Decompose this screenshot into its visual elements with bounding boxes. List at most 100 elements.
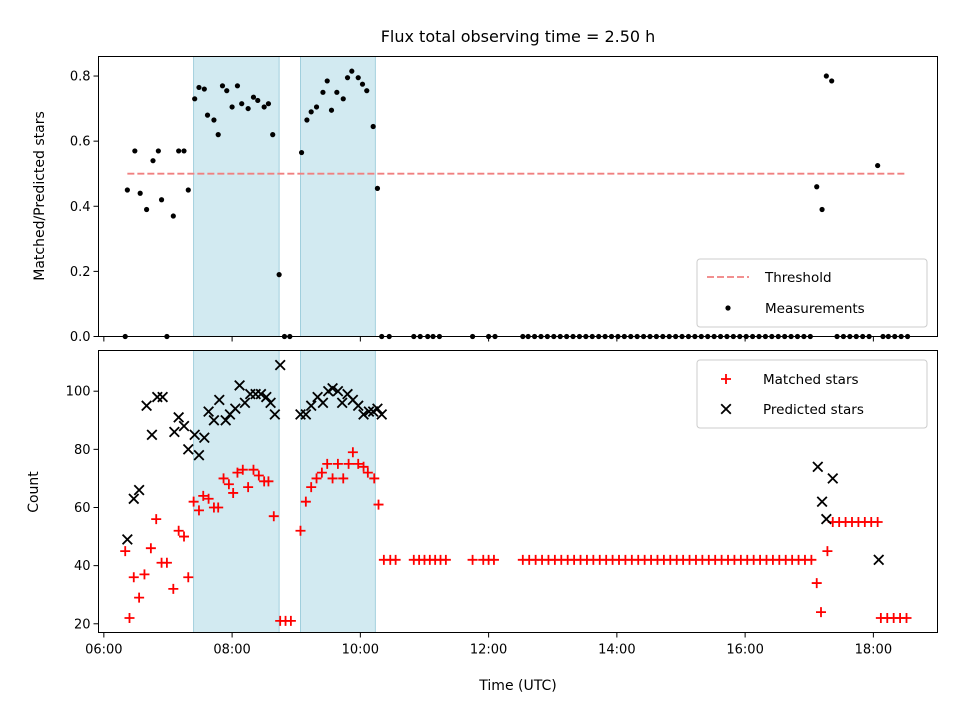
predicted-star-point-4 (141, 400, 153, 412)
matched-star-point-47 (362, 467, 373, 478)
top-shaded-intervals (193, 56, 376, 337)
measurement-point-46 (359, 81, 366, 87)
predicted-star-point-31 (300, 409, 312, 420)
matched-star-point-59 (440, 554, 451, 565)
matched-star-point-7 (151, 514, 162, 525)
measurement-point-49 (374, 185, 381, 191)
bottom-plot-frame (98, 350, 938, 633)
measurement-point-109 (829, 78, 835, 84)
matched-star-point-3 (128, 572, 139, 583)
bottom-panel: 20 40 60 80 100 06:00 08:00 10:00 12:00 14:00 16:… (26, 350, 938, 694)
matched-star-point-40 (327, 473, 338, 484)
measurement-point-42 (340, 96, 346, 102)
bottom-x-tick-label-7: 18:00 (855, 643, 892, 658)
bottom-x-tick-label-3: 10:00 (342, 643, 379, 658)
predicted-star-point-18 (220, 414, 232, 426)
predicted-star-point-2 (128, 493, 140, 505)
predicted-star-point-42 (358, 409, 369, 420)
predicted-star-point-6 (151, 391, 163, 403)
predicted-star-point-38 (336, 397, 348, 409)
predicted-star-point-17 (213, 394, 225, 406)
matched-star-point-37 (311, 473, 322, 484)
matched-star-point-19 (213, 502, 224, 513)
measurement-point-12 (181, 148, 187, 154)
predicted-star-point-5 (146, 429, 158, 441)
measurement-point-5 (143, 206, 150, 213)
top-shaded-interval-1 (193, 56, 280, 337)
matched-star-point-4 (134, 592, 145, 603)
predicted-star-point-11 (182, 443, 194, 455)
measurement-point-107 (819, 206, 825, 213)
matched-star-point-35 (300, 496, 311, 507)
legend-threshold-label: Threshold (764, 270, 832, 286)
measurement-point-17 (204, 112, 211, 118)
measurement-point-14 (192, 96, 198, 102)
bottom-legend: Matched stars Predicted stars (696, 359, 928, 429)
bottom-star-points (120, 359, 912, 626)
predicted-star-point-41 (352, 400, 364, 412)
matched-star-point-49 (373, 499, 384, 510)
matched-star-point-112 (822, 546, 833, 557)
predicted-star-point-22 (239, 397, 251, 409)
matched-star-point-23 (232, 467, 243, 478)
legend-predicted-label: Predicted stars (763, 402, 864, 418)
measurement-point-2 (124, 187, 130, 193)
matched-star-point-13 (183, 572, 194, 583)
predicted-star-point-20 (229, 403, 241, 415)
matched-star-point-21 (223, 479, 234, 490)
predicted-star-point-16 (208, 414, 220, 426)
matched-star-point-6 (145, 543, 156, 554)
measurement-point-39 (324, 78, 330, 84)
predicted-star-point-47 (812, 461, 824, 473)
predicted-star-point-27 (265, 397, 277, 409)
matched-star-point-125 (901, 612, 912, 623)
measurement-point-47 (364, 88, 370, 94)
top-panel: 0.0 0.2 0.4 0.6 0.8 Flux total observing tim… (32, 27, 938, 345)
measurement-point-3 (132, 148, 138, 154)
predicted-star-point-28 (269, 409, 281, 420)
matched-star-point-10 (168, 583, 179, 594)
predicted-star-point-12 (189, 429, 201, 441)
measurement-point-16 (201, 86, 207, 92)
measurement-point-29 (265, 101, 272, 107)
measurement-point-21 (224, 88, 230, 94)
matched-star-point-33 (285, 615, 296, 626)
predicted-star-point-7 (157, 391, 169, 403)
measurement-point-24 (239, 101, 245, 107)
top-y-tick-label-3: 0.4 (70, 200, 91, 215)
measurement-point-44 (349, 68, 355, 74)
matched-star-point-42 (338, 473, 349, 484)
measurement-point-18 (211, 117, 217, 123)
predicted-star-point-43 (363, 406, 375, 417)
measurement-point-20 (219, 83, 226, 89)
bottom-shaded-interval-1 (193, 350, 280, 633)
top-y-tick-label-5: 0.8 (70, 70, 91, 85)
top-y-ticks: 0.0 0.2 0.4 0.6 0.8 (70, 70, 99, 345)
measurement-point-34 (298, 149, 305, 156)
predicted-star-point-37 (332, 385, 344, 397)
measurement-point-116 (875, 162, 881, 169)
matched-star-point-1 (120, 546, 131, 557)
matched-star-point-45 (353, 458, 364, 469)
bottom-shaded-intervals (193, 350, 376, 633)
measurement-point-43 (344, 75, 351, 81)
predicted-star-point-21 (234, 379, 246, 391)
top-y-axis-label: Matched/Predicted stars (32, 111, 48, 281)
matched-star-point-63 (488, 554, 499, 565)
predicted-star-point-45 (372, 403, 383, 415)
predicted-star-point-48 (816, 496, 828, 508)
matched-star-point-110 (811, 578, 822, 589)
matched-star-point-2 (124, 612, 135, 623)
matched-star-point-17 (203, 493, 214, 504)
bottom-x-ticks: 06:00 08:00 10:00 12:00 14:00 16:00 18:00 (85, 632, 892, 658)
measurement-point-22 (229, 104, 235, 110)
matched-star-point-34 (295, 525, 306, 536)
predicted-star-point-36 (327, 382, 339, 394)
measurement-point-30 (270, 132, 276, 138)
predicted-star-point-15 (203, 406, 215, 417)
bottom-x-tick-label-6: 16:00 (726, 643, 763, 658)
measurement-point-26 (250, 94, 257, 100)
bottom-x-axis-label: Time (UTC) (478, 678, 556, 694)
predicted-star-point-50 (827, 472, 839, 484)
